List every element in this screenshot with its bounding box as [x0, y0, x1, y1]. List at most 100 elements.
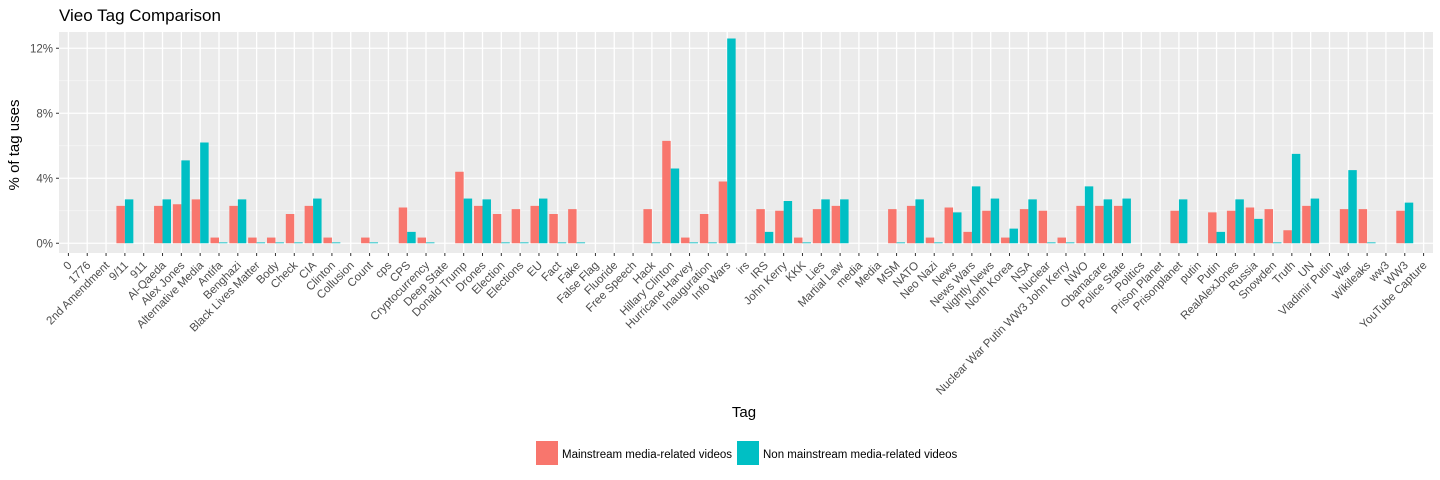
y-tick-label: 0% — [36, 238, 53, 250]
bar — [915, 199, 924, 244]
bar — [576, 242, 586, 244]
bar — [963, 231, 972, 244]
bar — [775, 210, 784, 244]
bar — [482, 199, 491, 244]
bar — [971, 186, 981, 244]
bar — [1076, 205, 1085, 244]
bar — [1019, 209, 1029, 244]
bar — [1273, 242, 1282, 244]
bar — [670, 168, 680, 244]
bar — [275, 242, 284, 244]
bar — [1404, 202, 1414, 244]
x-tick-label: 9/11 — [107, 260, 131, 284]
y-axis-ticks: 0% 4% 8% 12% — [30, 43, 59, 250]
bar — [944, 207, 954, 244]
bar — [1216, 231, 1226, 244]
bar — [1208, 212, 1217, 244]
bar — [426, 242, 435, 244]
bar — [1291, 153, 1301, 244]
bar — [831, 205, 841, 244]
bar — [651, 242, 661, 244]
bar — [294, 242, 303, 244]
bar — [124, 199, 134, 244]
bar — [501, 242, 510, 244]
bar — [982, 210, 991, 244]
legend-label: Non mainstream media-related videos — [763, 449, 958, 461]
bar — [906, 205, 916, 244]
y-axis-title: % of tag uses — [6, 100, 23, 191]
bar — [1302, 205, 1311, 244]
bar — [1339, 209, 1349, 244]
bar — [888, 209, 897, 244]
bar — [331, 242, 341, 244]
bar — [538, 198, 548, 244]
bar — [1348, 170, 1357, 244]
bar — [1009, 228, 1018, 244]
bar — [248, 237, 257, 244]
bar — [718, 181, 728, 244]
bar — [1084, 186, 1094, 244]
bar — [812, 209, 822, 244]
bar — [783, 201, 793, 244]
bar — [407, 231, 416, 244]
bar — [191, 199, 201, 244]
bar — [361, 237, 370, 244]
bar — [1095, 205, 1104, 244]
bar — [116, 205, 125, 244]
bar — [1178, 199, 1188, 244]
bar — [557, 242, 567, 244]
bar — [802, 242, 811, 244]
bar — [689, 242, 699, 244]
bar — [1396, 210, 1405, 244]
bar — [1310, 198, 1320, 244]
bar — [455, 171, 464, 244]
bar — [1254, 218, 1263, 244]
bar — [369, 242, 379, 244]
bar — [181, 160, 190, 244]
bar — [708, 242, 717, 244]
bar — [1028, 199, 1037, 244]
bar — [304, 205, 314, 244]
bar — [1038, 210, 1048, 244]
bar — [1103, 199, 1113, 244]
bar — [840, 199, 849, 244]
bar — [398, 207, 408, 244]
x-tick-label: Truth — [1271, 260, 1298, 287]
legend-label: Mainstream media-related videos — [562, 449, 732, 461]
bar — [154, 205, 163, 244]
bar — [934, 242, 943, 244]
bar — [474, 205, 483, 244]
bar — [520, 242, 529, 244]
bar — [218, 242, 228, 244]
chart-title: Vieo Tag Comparison — [59, 6, 221, 25]
bar — [1283, 230, 1292, 244]
bar — [256, 242, 266, 244]
bar — [1047, 242, 1056, 244]
bar — [492, 214, 502, 244]
bar — [756, 209, 765, 244]
bar — [1001, 237, 1010, 244]
bar — [313, 198, 322, 244]
bar — [1170, 210, 1179, 244]
bar — [662, 140, 671, 244]
x-axis-title: Tag — [732, 404, 756, 421]
bar — [896, 242, 906, 244]
bar — [1235, 199, 1244, 244]
bar — [1264, 209, 1274, 244]
legend: Mainstream media-related videos Non mains… — [536, 441, 958, 465]
bar — [925, 237, 935, 244]
bar — [764, 231, 774, 244]
bar — [417, 237, 427, 244]
bar — [323, 237, 332, 244]
bar — [1113, 205, 1123, 244]
bar — [1122, 198, 1131, 244]
bar — [162, 199, 171, 244]
y-tick-label: 8% — [36, 108, 53, 120]
bar — [643, 209, 652, 244]
bar — [990, 198, 1000, 244]
bar — [1065, 242, 1075, 244]
bar — [229, 205, 238, 244]
bar — [699, 214, 709, 244]
